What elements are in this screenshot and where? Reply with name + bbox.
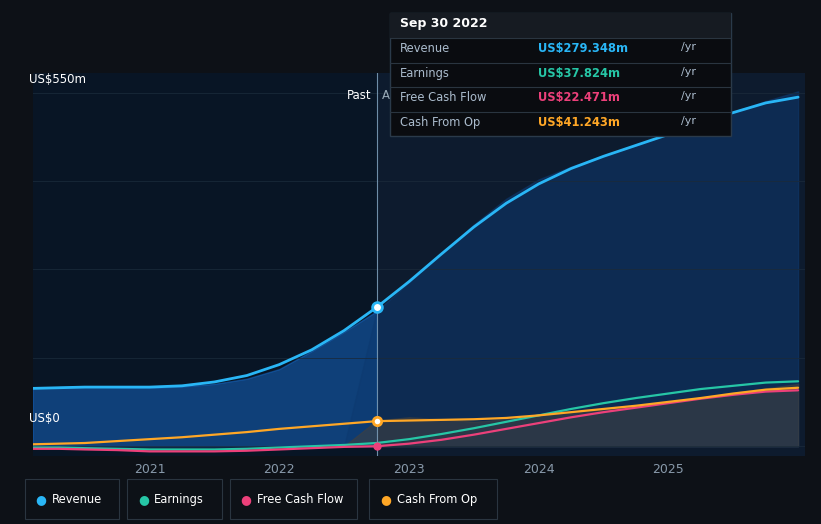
- Text: ●: ●: [35, 493, 46, 506]
- Text: US$22.471m: US$22.471m: [538, 92, 620, 104]
- Text: US$37.824m: US$37.824m: [538, 67, 620, 80]
- Text: US$0: US$0: [29, 412, 60, 425]
- Text: /yr: /yr: [681, 42, 696, 52]
- Text: /yr: /yr: [681, 67, 696, 77]
- Text: /yr: /yr: [681, 92, 696, 102]
- Text: US$41.243m: US$41.243m: [538, 116, 620, 129]
- Text: Free Cash Flow: Free Cash Flow: [400, 92, 486, 104]
- Text: Cash From Op: Cash From Op: [400, 116, 480, 129]
- Text: US$279.348m: US$279.348m: [538, 42, 628, 56]
- Text: Earnings: Earnings: [400, 67, 450, 80]
- Text: Cash From Op: Cash From Op: [397, 493, 477, 506]
- Text: ●: ●: [380, 493, 391, 506]
- Text: Revenue: Revenue: [400, 42, 450, 56]
- Text: Analysts Forecasts: Analysts Forecasts: [382, 90, 492, 102]
- Text: ●: ●: [138, 493, 149, 506]
- Text: Revenue: Revenue: [52, 493, 102, 506]
- Text: US$550m: US$550m: [29, 73, 86, 86]
- Text: /yr: /yr: [681, 116, 696, 126]
- Text: Earnings: Earnings: [154, 493, 204, 506]
- Bar: [33, 73, 377, 456]
- Text: ●: ●: [241, 493, 251, 506]
- Text: Sep 30 2022: Sep 30 2022: [400, 17, 488, 30]
- Text: Past: Past: [346, 90, 371, 102]
- Text: Free Cash Flow: Free Cash Flow: [257, 493, 343, 506]
